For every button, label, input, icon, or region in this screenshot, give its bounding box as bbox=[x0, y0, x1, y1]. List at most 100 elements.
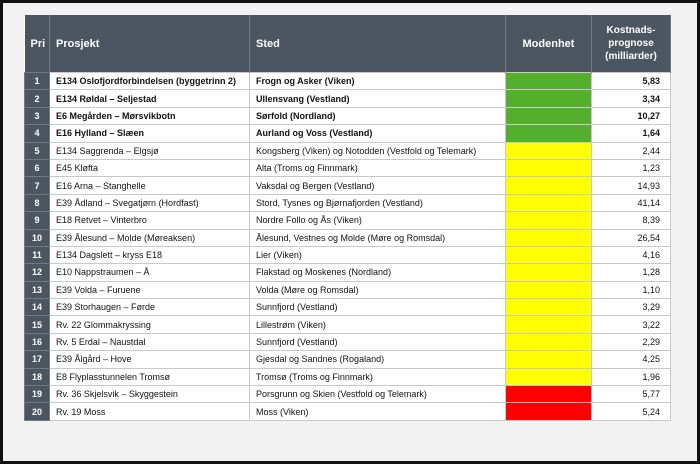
project-cell: E39 Storhaugen – Førde bbox=[49, 298, 250, 317]
place-cell: Sunnfjord (Vestland) bbox=[249, 332, 506, 352]
table-row: 12 E10 Nappstraumen – Å Flakstad og Mosken… bbox=[24, 263, 671, 282]
project-cell: Rv. 19 Moss bbox=[49, 402, 250, 421]
pri-cell: 3 bbox=[24, 106, 50, 126]
table-row: 17 E39 Ålgård – Hove Gjesdal og Sandnes (R… bbox=[24, 350, 671, 369]
cost-cell: 4,25 bbox=[591, 350, 671, 369]
maturity-cell bbox=[505, 402, 592, 421]
pri-cell: 6 bbox=[24, 158, 50, 178]
cost-cell: 5,77 bbox=[591, 385, 671, 404]
pri-cell: 12 bbox=[24, 263, 50, 282]
cost-cell: 1,96 bbox=[591, 367, 671, 387]
maturity-cell bbox=[505, 385, 592, 404]
table-body: 1 E134 Oslofjordforbindelsen (byggetrinn … bbox=[24, 71, 671, 421]
pri-cell: 10 bbox=[24, 228, 50, 247]
pri-cell: 8 bbox=[24, 193, 50, 213]
pri-cell: 20 bbox=[24, 402, 50, 421]
project-cell: E16 Arna – Stanghelle bbox=[49, 176, 250, 195]
cost-cell: 5,83 bbox=[591, 71, 671, 91]
pri-cell: 5 bbox=[24, 141, 50, 160]
project-cell: Rv. 22 Glommakryssing bbox=[49, 315, 250, 334]
place-cell: Sunnfjord (Vestland) bbox=[249, 298, 506, 317]
maturity-cell bbox=[505, 350, 592, 369]
cost-cell: 1,28 bbox=[591, 263, 671, 282]
table-row: 8 E39 Ådland – Svegatjørn (Hordfast) Stord… bbox=[24, 193, 671, 213]
place-cell: Alta (Troms og Finnmark) bbox=[249, 158, 506, 178]
project-cell: E8 Flyplasstunnelen Tromsø bbox=[49, 367, 250, 387]
pri-cell: 4 bbox=[24, 124, 50, 143]
place-cell: Nordre Follo og Ås (Viken) bbox=[249, 211, 506, 230]
place-cell: Aurland og Voss (Vestland) bbox=[249, 124, 506, 143]
table-row: 7 E16 Arna – Stanghelle Vaksdal og Bergen … bbox=[24, 176, 671, 195]
header-project: Prosjekt bbox=[49, 15, 250, 73]
cost-cell: 10,27 bbox=[591, 106, 671, 126]
place-cell: Tromsø (Troms og Finnmark) bbox=[249, 367, 506, 387]
pri-cell: 18 bbox=[24, 367, 50, 387]
place-cell: Lier (Viken) bbox=[249, 245, 506, 265]
place-cell: Sørfold (Nordland) bbox=[249, 106, 506, 126]
cost-cell: 1,64 bbox=[591, 124, 671, 143]
pri-cell: 14 bbox=[24, 298, 50, 317]
pri-cell: 16 bbox=[24, 332, 50, 352]
maturity-cell bbox=[505, 71, 592, 91]
table-row: 9 E18 Retvet – Vinterbro Nordre Follo og Å… bbox=[24, 211, 671, 230]
cost-cell: 3,34 bbox=[591, 89, 671, 108]
cost-cell: 14,93 bbox=[591, 176, 671, 195]
cost-cell: 5,24 bbox=[591, 402, 671, 421]
place-cell: Volda (Møre og Romsdal) bbox=[249, 280, 506, 300]
table-row: 13 E39 Volda – Furuene Volda (Møre og Roms… bbox=[24, 280, 671, 300]
maturity-cell bbox=[505, 228, 592, 247]
project-cell: E45 Kløfta bbox=[49, 158, 250, 178]
project-cell: E16 Hylland – Slæen bbox=[49, 124, 250, 143]
header-cost-line: prognose bbox=[608, 38, 654, 49]
project-cell: E10 Nappstraumen – Å bbox=[49, 263, 250, 282]
table-row: 14 E39 Storhaugen – Førde Sunnfjord (Vestl… bbox=[24, 298, 671, 317]
pri-cell: 19 bbox=[24, 385, 50, 404]
place-cell: Vaksdal og Bergen (Vestland) bbox=[249, 176, 506, 195]
maturity-cell bbox=[505, 211, 592, 230]
project-cell: E39 Ådland – Svegatjørn (Hordfast) bbox=[49, 193, 250, 213]
header-maturity: Modenhet bbox=[505, 15, 592, 73]
place-cell: Porsgrunn og Skien (Vestfold og Telemark… bbox=[249, 385, 506, 404]
maturity-cell bbox=[505, 263, 592, 282]
maturity-cell bbox=[505, 193, 592, 213]
cost-cell: 1,10 bbox=[591, 280, 671, 300]
maturity-cell bbox=[505, 367, 592, 387]
maturity-cell bbox=[505, 332, 592, 352]
table-row: 1 E134 Oslofjordforbindelsen (byggetrinn … bbox=[24, 71, 671, 91]
maturity-cell bbox=[505, 158, 592, 178]
pri-cell: 13 bbox=[24, 280, 50, 300]
place-cell: Stord, Tysnes og Bjørnafjorden (Vestland… bbox=[249, 193, 506, 213]
maturity-cell bbox=[505, 298, 592, 317]
project-cell: Rv. 5 Erdal – Naustdal bbox=[49, 332, 250, 352]
maturity-cell bbox=[505, 315, 592, 334]
pri-cell: 9 bbox=[24, 211, 50, 230]
place-cell: Flakstad og Moskenes (Nordland) bbox=[249, 263, 506, 282]
cost-cell: 26,54 bbox=[591, 228, 671, 247]
cost-cell: 8,39 bbox=[591, 211, 671, 230]
pri-cell: 7 bbox=[24, 176, 50, 195]
table-row: 18 E8 Flyplasstunnelen Tromsø Tromsø (Trom… bbox=[24, 367, 671, 387]
table-row: 3 E6 Megården – Mørsvikbotn Sørfold (Nordl… bbox=[24, 106, 671, 126]
table-row: 20 Rv. 19 Moss Moss (Viken) 5,24 bbox=[24, 402, 671, 421]
project-cell: E134 Saggrenda – Elgsjø bbox=[49, 141, 250, 160]
project-table: Pri Prosjekt Sted Modenhet Kostnads- pro… bbox=[24, 15, 671, 421]
project-cell: E134 Dagslett – kryss E18 bbox=[49, 245, 250, 265]
header-pri: Pri bbox=[24, 15, 50, 73]
place-cell: Frogn og Asker (Viken) bbox=[249, 71, 506, 91]
project-cell: E134 Oslofjordforbindelsen (byggetrinn 2… bbox=[49, 71, 250, 91]
project-cell: E39 Ålesund – Molde (Møreaksen) bbox=[49, 228, 250, 247]
table-row: 5 E134 Saggrenda – Elgsjø Kongsberg (Viken… bbox=[24, 141, 671, 160]
table-row: 6 E45 Kløfta Alta (Troms og Finnmark) 1,23 bbox=[24, 158, 671, 178]
header-place: Sted bbox=[249, 15, 506, 73]
header-cost-line: Kostnads- bbox=[606, 25, 656, 36]
cost-cell: 3,22 bbox=[591, 315, 671, 334]
place-cell: Moss (Viken) bbox=[249, 402, 506, 421]
project-cell: Rv. 36 Skjelsvik – Skyggestein bbox=[49, 385, 250, 404]
cost-cell: 41,14 bbox=[591, 193, 671, 213]
cost-cell: 3,29 bbox=[591, 298, 671, 317]
cost-cell: 2,44 bbox=[591, 141, 671, 160]
place-cell: Ålesund, Vestnes og Molde (Møre og Romsd… bbox=[249, 228, 506, 247]
maturity-cell bbox=[505, 89, 592, 108]
table-row: 10 E39 Ålesund – Molde (Møreaksen) Ålesund… bbox=[24, 228, 671, 247]
